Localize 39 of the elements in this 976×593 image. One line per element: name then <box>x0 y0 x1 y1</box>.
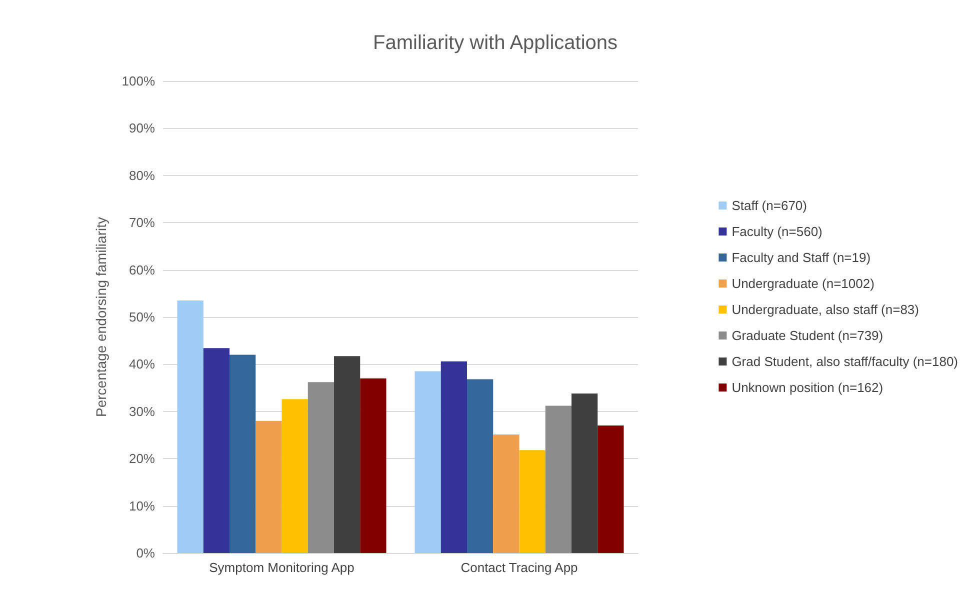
y-tick-label: 90% <box>128 120 156 136</box>
bar <box>467 379 494 553</box>
legend-label: Faculty (n=560) <box>732 224 822 239</box>
bar <box>572 393 598 553</box>
bar <box>177 300 204 553</box>
bar <box>414 371 441 553</box>
legend-label: Graduate Student (n=739) <box>732 328 884 343</box>
bar <box>545 406 572 553</box>
y-tick-label: 100% <box>122 74 156 88</box>
y-axis-title: Percentage endorsing familiarity <box>93 217 109 417</box>
bar <box>334 356 360 553</box>
bar <box>203 348 230 553</box>
bar <box>598 426 624 553</box>
bar <box>282 399 308 553</box>
legend-label: Undergraduate, also staff (n=83) <box>732 302 919 317</box>
legend-label: Faculty and Staff (n=19) <box>732 250 871 265</box>
bar <box>360 378 386 553</box>
y-tick-label: 30% <box>128 404 156 419</box>
x-tick-label: Contact Tracing App <box>460 560 578 575</box>
y-tick-label: 0% <box>136 546 156 560</box>
y-tick-label: 40% <box>128 356 156 372</box>
y-tick-label: 20% <box>128 451 156 466</box>
bar <box>230 354 256 553</box>
y-tick-label: 60% <box>128 262 156 278</box>
chart-title: Familiarity with Applications <box>373 32 618 54</box>
bar <box>256 420 282 553</box>
y-tick-label: 80% <box>128 168 156 183</box>
legend-label: Undergraduate (n=1002) <box>732 276 874 291</box>
y-tick-label: 50% <box>128 310 156 324</box>
bar <box>440 361 467 553</box>
bar <box>493 434 520 553</box>
y-tick-label: 10% <box>128 498 156 514</box>
bar <box>519 450 546 553</box>
bar <box>308 382 334 553</box>
legend-label: Unknown position (n=162) <box>732 380 884 395</box>
x-tick-label: Symptom Monitoring App <box>209 560 354 575</box>
y-tick-label: 70% <box>128 215 156 230</box>
legend-label: Grad Student, also staff/faculty (n=180) <box>732 354 958 369</box>
legend-label: Staff (n=670) <box>732 198 807 213</box>
